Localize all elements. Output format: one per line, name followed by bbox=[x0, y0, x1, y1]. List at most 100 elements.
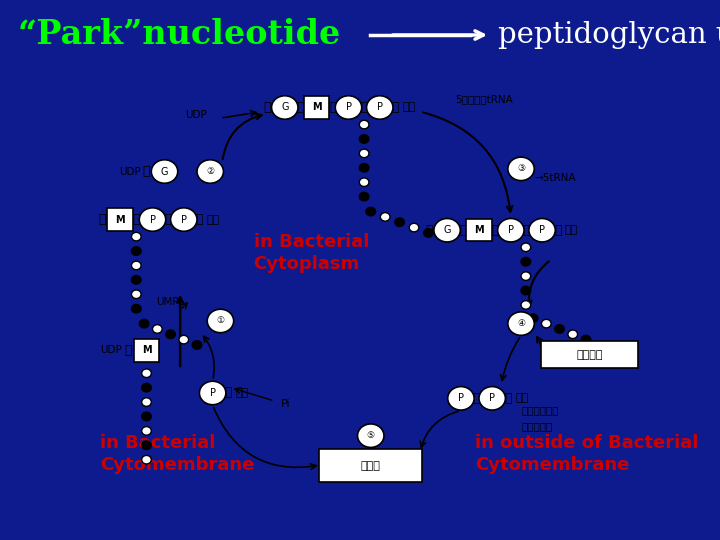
Circle shape bbox=[199, 381, 226, 405]
Circle shape bbox=[423, 228, 433, 237]
Circle shape bbox=[448, 387, 474, 410]
Text: －: － bbox=[329, 101, 337, 114]
Text: in Bacterial
Cytomembrane: in Bacterial Cytomembrane bbox=[100, 434, 255, 474]
Text: －: － bbox=[459, 224, 467, 237]
Circle shape bbox=[179, 335, 189, 344]
Text: －: － bbox=[492, 224, 499, 237]
FancyBboxPatch shape bbox=[467, 219, 492, 241]
Circle shape bbox=[508, 157, 534, 180]
Circle shape bbox=[359, 164, 369, 172]
Text: P: P bbox=[210, 388, 215, 398]
Circle shape bbox=[139, 208, 166, 231]
Text: in outside of Bacterial
Cytomembrane: in outside of Bacterial Cytomembrane bbox=[474, 434, 698, 474]
Text: －: － bbox=[392, 101, 399, 114]
FancyBboxPatch shape bbox=[319, 449, 422, 482]
Text: －: － bbox=[523, 224, 530, 237]
Text: 万古霉素: 万古霉素 bbox=[576, 349, 603, 360]
Circle shape bbox=[521, 258, 531, 266]
Text: 类脂: 类脂 bbox=[402, 103, 416, 112]
FancyBboxPatch shape bbox=[541, 341, 638, 368]
Text: －: － bbox=[225, 387, 232, 400]
Text: ③: ③ bbox=[517, 164, 525, 173]
Circle shape bbox=[568, 330, 577, 339]
Circle shape bbox=[336, 96, 361, 119]
FancyBboxPatch shape bbox=[134, 339, 159, 361]
Circle shape bbox=[132, 290, 141, 299]
Circle shape bbox=[139, 319, 149, 328]
Circle shape bbox=[521, 243, 531, 252]
Circle shape bbox=[142, 441, 151, 450]
Circle shape bbox=[359, 134, 369, 143]
Circle shape bbox=[142, 455, 151, 464]
Text: Pi: Pi bbox=[281, 399, 290, 409]
Text: －: － bbox=[196, 213, 203, 226]
Text: 类脂: 类脂 bbox=[565, 225, 578, 235]
Text: P: P bbox=[458, 393, 464, 403]
Text: －: － bbox=[143, 165, 150, 178]
Circle shape bbox=[171, 208, 197, 231]
Circle shape bbox=[521, 301, 531, 309]
Circle shape bbox=[132, 232, 141, 241]
Text: －: － bbox=[504, 392, 512, 405]
Text: －: － bbox=[473, 392, 480, 405]
Circle shape bbox=[132, 305, 141, 313]
Text: 类脂: 类脂 bbox=[515, 393, 528, 403]
Circle shape bbox=[142, 369, 151, 377]
Circle shape bbox=[132, 261, 141, 269]
Circle shape bbox=[409, 224, 419, 232]
Text: P: P bbox=[539, 225, 545, 235]
Text: UDP: UDP bbox=[100, 345, 122, 355]
Circle shape bbox=[359, 192, 369, 201]
Text: P: P bbox=[489, 393, 495, 403]
Circle shape bbox=[132, 275, 141, 284]
Circle shape bbox=[366, 96, 393, 119]
Circle shape bbox=[142, 383, 151, 392]
Circle shape bbox=[521, 286, 531, 295]
Circle shape bbox=[197, 160, 223, 183]
Text: ①: ① bbox=[217, 316, 225, 326]
Circle shape bbox=[395, 218, 405, 226]
Text: G: G bbox=[161, 166, 168, 177]
Text: －: － bbox=[426, 224, 433, 237]
FancyBboxPatch shape bbox=[107, 208, 132, 231]
Text: →5tRNA: →5tRNA bbox=[535, 173, 577, 183]
Text: 杆菌肽: 杆菌肽 bbox=[360, 461, 380, 470]
Circle shape bbox=[366, 207, 376, 216]
Circle shape bbox=[359, 149, 369, 158]
Text: P: P bbox=[181, 214, 186, 225]
Text: 5甘氨酸－tRNA: 5甘氨酸－tRNA bbox=[455, 94, 513, 104]
Text: －: － bbox=[263, 101, 271, 114]
Text: UDP: UDP bbox=[119, 166, 140, 177]
Text: G: G bbox=[444, 225, 451, 235]
Circle shape bbox=[151, 160, 178, 183]
Text: M: M bbox=[115, 214, 125, 225]
Text: UMP: UMP bbox=[156, 298, 179, 307]
Circle shape bbox=[132, 247, 141, 255]
Text: P: P bbox=[346, 103, 351, 112]
Text: 类脂: 类脂 bbox=[207, 214, 220, 225]
Text: G: G bbox=[281, 103, 289, 112]
Text: －: － bbox=[361, 101, 368, 114]
FancyBboxPatch shape bbox=[304, 96, 329, 119]
Text: UDP: UDP bbox=[185, 111, 207, 120]
Text: M: M bbox=[142, 345, 151, 355]
Circle shape bbox=[528, 314, 538, 322]
Circle shape bbox=[359, 120, 369, 129]
Circle shape bbox=[434, 219, 460, 242]
Text: M: M bbox=[312, 103, 321, 112]
Text: －: － bbox=[554, 224, 562, 237]
Text: 聚糖合成处: 聚糖合成处 bbox=[521, 422, 552, 431]
Circle shape bbox=[142, 427, 151, 435]
Text: －: － bbox=[164, 213, 172, 226]
Circle shape bbox=[359, 178, 369, 186]
Text: in Bacterial
Cytoplasm: in Bacterial Cytoplasm bbox=[253, 233, 369, 273]
Circle shape bbox=[142, 398, 151, 406]
Circle shape bbox=[207, 309, 234, 333]
Text: P: P bbox=[377, 103, 383, 112]
Circle shape bbox=[479, 387, 505, 410]
Circle shape bbox=[192, 341, 202, 349]
Circle shape bbox=[581, 335, 591, 344]
Text: peptidoglycan unit: peptidoglycan unit bbox=[498, 21, 720, 49]
Text: P: P bbox=[508, 225, 514, 235]
Circle shape bbox=[508, 312, 534, 335]
